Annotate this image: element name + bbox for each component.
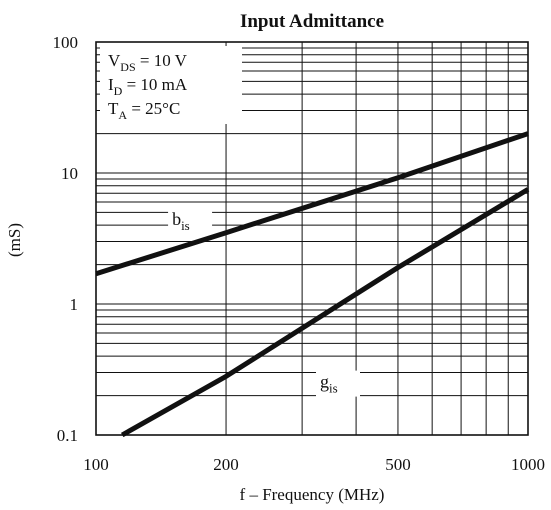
y-tick-label: 10 xyxy=(61,164,78,183)
series-curves xyxy=(95,131,530,438)
series-line-bis xyxy=(95,131,529,277)
x-tick-label: 200 xyxy=(213,455,239,474)
series-label-bis: bis xyxy=(172,209,190,233)
chart-title: Input Admittance xyxy=(240,11,384,32)
y-tick-label: 100 xyxy=(53,33,79,52)
conditions-box xyxy=(100,46,242,124)
series-line-gis xyxy=(120,187,530,438)
y-axis-label: (mS) xyxy=(5,223,24,257)
plot-frame xyxy=(95,41,529,436)
series-label-bg xyxy=(168,208,213,235)
series-label-bg xyxy=(315,370,360,397)
x-axis-label: f – Frequency (MHz) xyxy=(240,485,385,504)
x-tick-label: 1000 xyxy=(511,455,545,474)
grid xyxy=(95,41,529,436)
x-tick-label: 500 xyxy=(385,455,411,474)
condition-line: ID = 10 mA xyxy=(108,75,188,98)
x-tick-label: 100 xyxy=(83,455,109,474)
condition-line: VDS = 10 V xyxy=(108,51,188,74)
y-tick-label: 1 xyxy=(70,295,79,314)
series-label-gis: gis xyxy=(320,372,338,396)
condition-line: TA = 25°C xyxy=(108,99,180,122)
y-tick-label: 0.1 xyxy=(57,426,78,445)
series-labels: bis gis xyxy=(168,208,360,397)
tick-labels: 100 200 500 1000 0.1 1 10 100 xyxy=(53,33,546,474)
